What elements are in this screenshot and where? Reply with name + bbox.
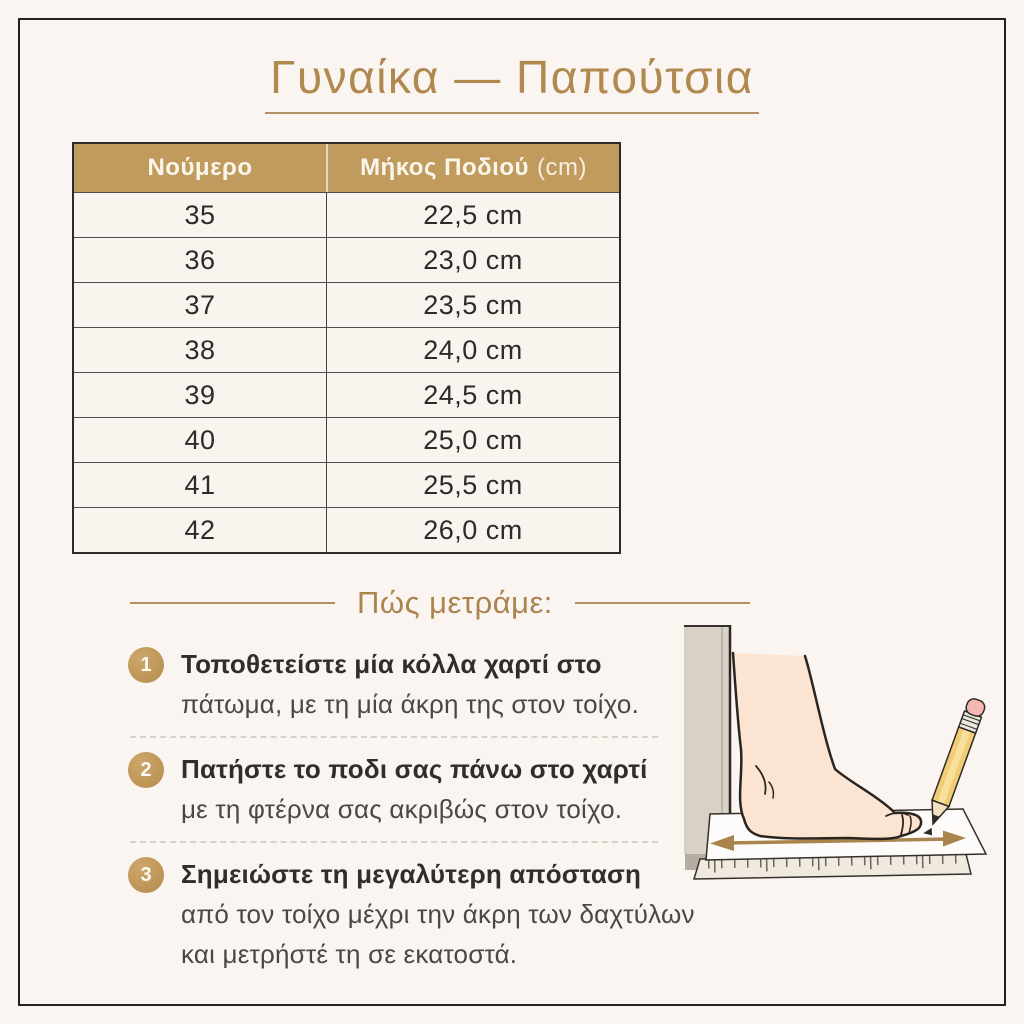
size-cell: 42: [184, 514, 216, 545]
page-title: Γυναίκα — Παπούτσια: [270, 51, 754, 103]
table-row: 40 25,0 cm: [74, 417, 619, 462]
size-cell: 36: [184, 244, 216, 275]
size-table-header: Νούμερο Μήκος Ποδιού (cm): [74, 144, 619, 192]
step-1: 1 Τοποθετείστε μία κόλλα χαρτί στο πάτωμ…: [128, 644, 728, 724]
step-2-line-1: Πατήστε το ποδι σας πάνω στο χαρτί: [181, 754, 648, 784]
size-table: Νούμερο Μήκος Ποδιού (cm) 35 22,5 cm 36 …: [72, 142, 621, 554]
length-cell: 23,0 cm: [326, 238, 619, 282]
how-to-heading-label: Πώς μετράμε:: [357, 585, 553, 620]
step-3-line-1: Σημειώστε τη μεγαλύτερη απόσταση: [181, 859, 642, 889]
foot-measurement-illustration: [684, 625, 988, 880]
table-row: 35 22,5 cm: [74, 192, 619, 237]
step-1-line-2: πάτωμα, με τη μία άκρη της στον τοίχο.: [181, 689, 640, 719]
column-header-length-label: Μήκος Ποδιού: [360, 154, 529, 181]
column-header-length: Μήκος Ποδιού (cm): [326, 144, 619, 192]
table-row: 42 26,0 cm: [74, 507, 619, 552]
step-divider: [130, 736, 658, 738]
length-cell: 24,5 cm: [326, 373, 619, 417]
table-row: 37 23,5 cm: [74, 282, 619, 327]
length-cell: 26,0 cm: [326, 508, 619, 552]
table-row: 41 25,5 cm: [74, 462, 619, 507]
step-2: 2 Πατήστε το ποδι σας πάνω στο χαρτί με …: [128, 749, 728, 829]
measure-arrow-icon: [710, 830, 966, 851]
length-cell: 24,0 cm: [326, 328, 619, 372]
size-cell: 40: [184, 424, 216, 455]
pencil-icon: [923, 698, 986, 836]
table-row: 36 23,0 cm: [74, 237, 619, 282]
table-row: 38 24,0 cm: [74, 327, 619, 372]
how-to-heading: Πώς μετράμε:: [130, 585, 750, 621]
column-header-size: Νούμερο: [147, 154, 253, 181]
length-cell: 23,5 cm: [326, 283, 619, 327]
heading-rule-left: [130, 602, 335, 604]
measure-steps: 1 Τοποθετείστε μία κόλλα χαρτί στο πάτωμ…: [128, 644, 728, 974]
table-row: 39 24,5 cm: [74, 372, 619, 417]
size-cell: 41: [184, 469, 216, 500]
size-cell: 35: [184, 199, 216, 230]
step-1-line-1: Τοποθετείστε μία κόλλα χαρτί στο: [181, 649, 602, 679]
step-2-number-badge: 2: [128, 752, 164, 788]
step-3-line-2: από τον τοίχο μέχρι την άκρη των δαχτύλω…: [181, 899, 695, 929]
title-underline: [265, 112, 759, 114]
step-3-line-3: και μετρήστέ τη σε εκατοστά.: [181, 939, 518, 969]
length-cell: 25,5 cm: [326, 463, 619, 507]
step-2-line-2: με τη φτέρνα σας ακριβώς στον τοίχο.: [181, 794, 623, 824]
length-cell: 25,0 cm: [326, 418, 619, 462]
length-cell: 22,5 cm: [326, 193, 619, 237]
foot-icon: [731, 651, 923, 841]
size-cell: 37: [184, 289, 216, 320]
step-1-number-badge: 1: [128, 647, 164, 683]
column-header-length-unit: (cm): [536, 154, 587, 181]
heading-rule-right: [574, 602, 750, 604]
size-cell: 39: [184, 379, 216, 410]
size-cell: 38: [184, 334, 216, 365]
step-divider: [130, 841, 658, 843]
step-3: 3 Σημειώστε τη μεγαλύτερη απόσταση από τ…: [128, 854, 728, 974]
step-3-number-badge: 3: [128, 857, 164, 893]
